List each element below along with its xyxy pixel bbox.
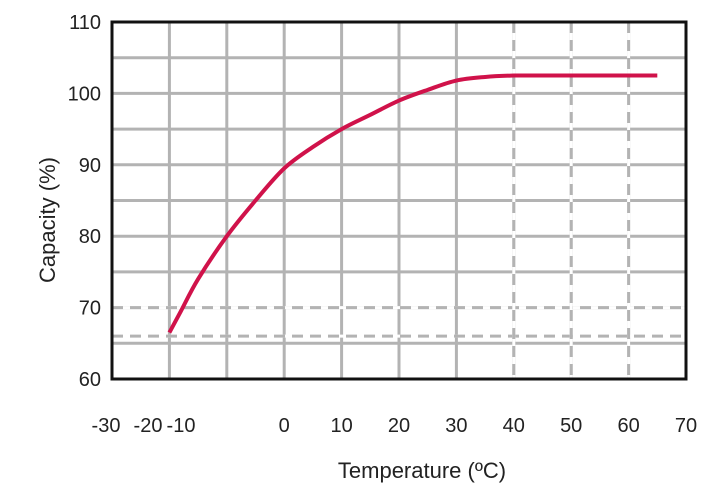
x-tick-label: -10 [167, 415, 196, 437]
y-tick-label: 100 [68, 83, 101, 105]
y-tick-labels: 60 70 80 90 100 110 [68, 12, 101, 391]
x-tick-label: -20 [134, 415, 163, 437]
x-tick-label: 20 [388, 415, 410, 437]
series-layer [167, 73, 658, 334]
y-tick-label: 80 [79, 226, 101, 248]
x-tick-label: -30 [92, 415, 121, 437]
plot-frame [110, 20, 688, 381]
x-tick-labels: -30 -20 -10 0 10 20 30 40 50 60 70 [92, 415, 698, 437]
x-tick-label: 40 [503, 415, 525, 437]
y-tick-label: 70 [79, 298, 101, 320]
x-tick-label: 60 [617, 415, 639, 437]
x-axis-title: Temperature (ºC) [338, 458, 506, 483]
x-tick-label: 50 [560, 415, 582, 437]
x-tick-label: 0 [279, 415, 290, 437]
series-line [167, 73, 658, 334]
reference-lines [112, 22, 686, 379]
y-tick-label: 110 [69, 12, 101, 34]
y-tick-label: 90 [79, 155, 101, 177]
x-tick-label: 30 [445, 415, 467, 437]
y-tick-label: 60 [79, 369, 101, 391]
x-tick-label: 70 [675, 415, 697, 437]
y-axis-title: Capacity (%) [35, 157, 60, 283]
x-tick-label: 10 [330, 415, 352, 437]
